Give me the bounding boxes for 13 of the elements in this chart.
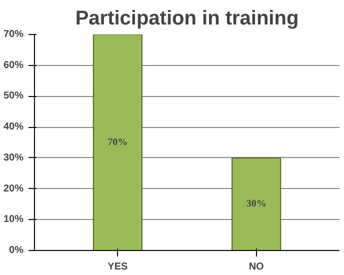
y-tick-label: 0% — [9, 245, 24, 256]
y-tick-label: 70% — [3, 29, 24, 40]
data-label: 30% — [246, 198, 266, 210]
x-tick-label: YES — [108, 262, 128, 272]
chart-title: Participation in training — [75, 8, 299, 30]
y-tick-label: 60% — [3, 60, 24, 71]
y-tick-label: 50% — [3, 90, 24, 102]
y-tick-label: 10% — [3, 214, 24, 226]
y-tick-label: 40% — [3, 122, 24, 133]
y-tick-label: 20% — [3, 183, 24, 194]
data-label: 70% — [108, 137, 128, 148]
y-tick-label: 30% — [3, 152, 24, 164]
x-tick-label: NO — [248, 262, 264, 272]
